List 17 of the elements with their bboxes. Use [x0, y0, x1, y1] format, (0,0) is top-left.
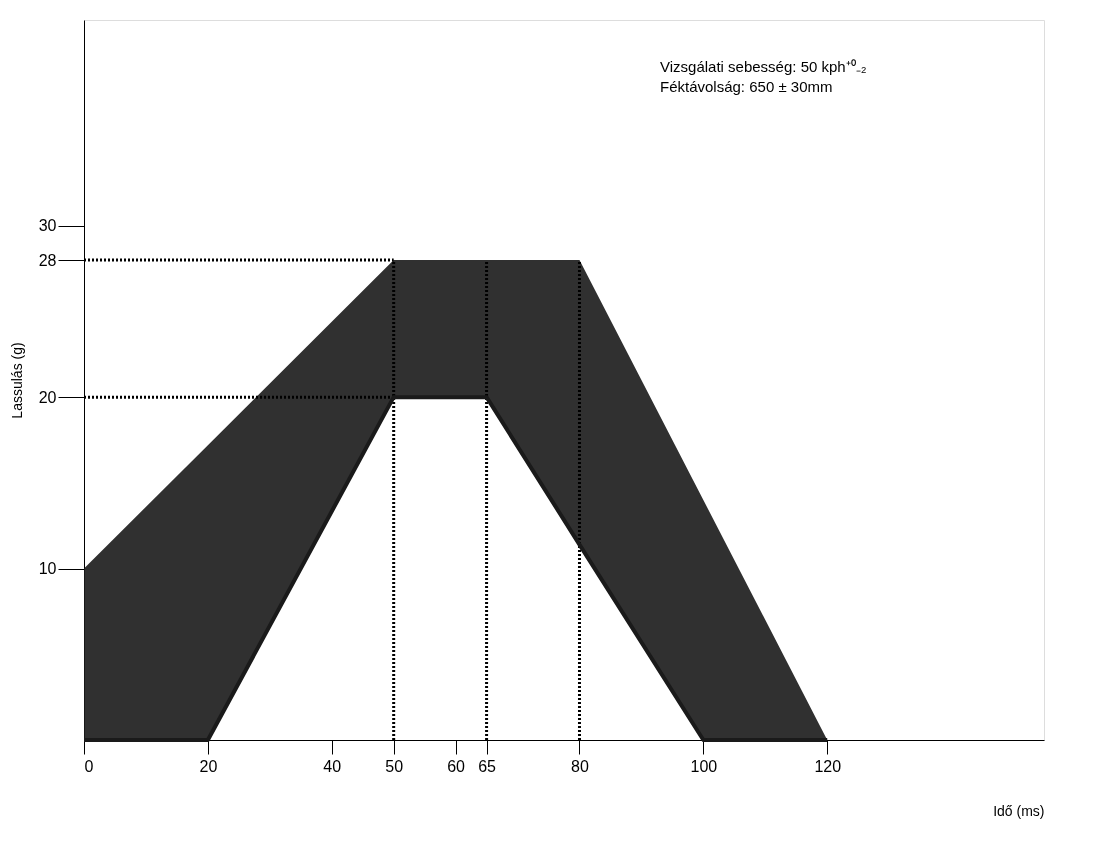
x-tick-label: 60 — [447, 757, 466, 775]
x-tick-label: 65 — [478, 757, 497, 775]
annotation: Féktávolság: 650 ± 30mm — [660, 78, 833, 95]
x-tick-label: 0 — [84, 757, 94, 775]
x-tick-label: 40 — [323, 757, 342, 775]
annotation: Vizsgálati sebesség: 50 kph⁺⁰₋₂ — [660, 58, 867, 75]
y-axis-title: Lassulás (g) — [8, 342, 25, 419]
y-tick-label: 28 — [38, 251, 57, 269]
x-tick-label: 100 — [690, 757, 718, 775]
x-tick-label: 120 — [814, 757, 842, 775]
y-tick-label: 10 — [38, 560, 57, 578]
y-tick-label: 30 — [38, 217, 57, 235]
x-tick-label: 20 — [199, 757, 218, 775]
x-tick-label: 50 — [385, 757, 404, 775]
x-axis-title: Idő (ms) — [993, 802, 1045, 819]
y-tick-label: 20 — [38, 388, 57, 406]
x-tick-label: 80 — [571, 757, 589, 775]
